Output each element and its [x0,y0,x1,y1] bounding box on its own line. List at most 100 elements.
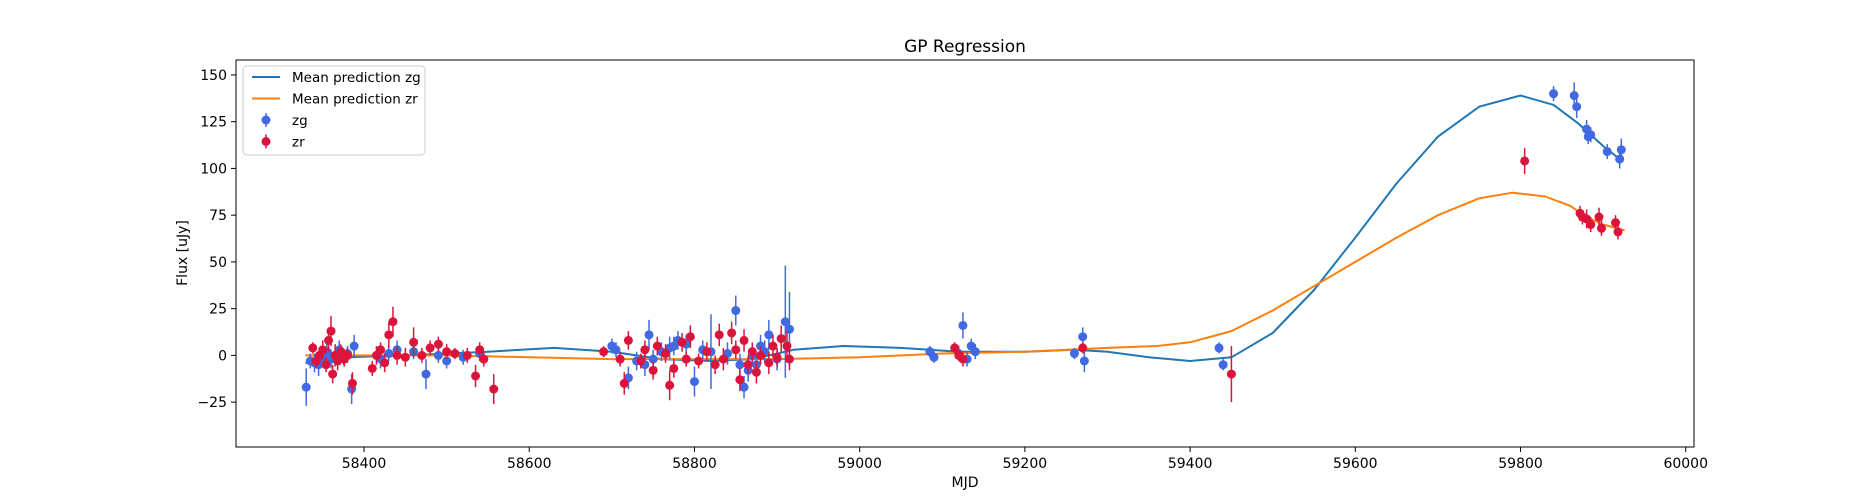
x-tick-label: 60000 [1663,456,1708,472]
data-marker [648,365,658,375]
data-point-zr [1520,147,1530,175]
data-point-zr [367,361,377,376]
data-marker [669,363,679,373]
data-point-zr [308,342,318,354]
data-point-zr [652,336,662,356]
series-line-mean-prediction-zr [305,191,1625,361]
x-tick-label: 58600 [507,456,552,472]
data-marker [421,369,431,379]
observation-points [301,82,1626,406]
data-marker [958,354,968,364]
data-marker [318,345,328,355]
data-marker [958,320,968,330]
x-tick-label: 59000 [837,456,882,472]
data-marker [308,343,318,353]
data-point-zg [1069,347,1079,360]
data-point-zr [328,364,338,384]
legend-label: Mean prediction zr [292,92,418,108]
data-point-zr [1226,346,1236,403]
data-point-zr [1078,342,1088,354]
data-marker [718,354,728,364]
data-marker [471,371,481,381]
data-point-zr [388,306,398,337]
legend-label: zr [292,135,305,151]
data-point-zr [776,325,786,352]
data-marker [433,350,443,360]
data-marker [388,317,398,327]
data-marker [384,349,394,359]
data-point-zr [747,342,757,361]
data-marker [479,354,489,364]
data-point-zr [702,342,712,361]
plot-area [235,59,1695,448]
data-marker [336,347,346,357]
data-marker [409,337,419,347]
data-marker [784,354,794,364]
data-marker [661,349,671,359]
data-point-zg [349,334,359,358]
data-marker [640,345,650,355]
data-point-zr [685,325,695,348]
data-point-zg [1616,138,1626,161]
data-point-zr [471,364,481,388]
data-marker [764,330,774,340]
x-axis: 58400 58600 58800 59000 59200 59400 59600 59800… [342,447,1708,472]
x-tick-label: 59600 [1333,456,1378,472]
data-marker [735,360,745,370]
data-marker [611,345,621,355]
data-point-zr [326,316,336,347]
chart-title: GP Regression [904,37,1026,57]
data-marker [689,377,699,387]
data-marker [1586,220,1596,230]
data-point-zr [768,334,778,358]
data-point-zr [623,331,633,350]
data-marker [615,354,625,364]
data-point-zg [689,366,699,397]
data-point-zr [619,372,629,395]
data-marker [1520,156,1530,166]
data-point-zr [739,329,749,352]
data-marker [328,369,338,379]
y-axis: −25 0 25 50 75 100 125 150 [197,68,236,411]
data-marker [623,335,633,345]
data-point-zg [301,368,311,406]
data-point-zr [743,355,753,375]
data-marker [1572,102,1582,112]
data-marker [326,326,336,336]
data-point-zr [409,327,419,358]
y-tick-label: 50 [209,255,227,271]
data-marker [384,330,394,340]
data-point-zr [714,323,724,347]
data-marker [731,345,741,355]
data-point-zr [694,353,704,369]
data-marker [751,367,761,377]
data-marker [681,354,691,364]
data-marker [1069,349,1079,359]
y-tick-label: 150 [200,68,227,84]
data-marker [417,350,427,360]
data-point-zr [731,340,741,360]
data-point-zr [318,340,328,360]
data-marker [347,378,357,388]
data-marker [665,380,675,390]
data-point-zr [784,347,794,371]
data-point-zr [950,342,960,354]
data-marker [349,341,359,351]
data-point-zr [462,347,472,363]
data-marker [376,345,386,355]
data-marker [1586,130,1596,140]
data-marker [425,343,435,353]
data-marker [739,335,749,345]
data-marker [694,356,704,366]
data-marker [776,334,786,344]
data-point-zr [384,321,394,348]
data-point-zr [1586,217,1596,232]
data-marker [380,358,390,368]
data-point-zg [384,346,394,361]
data-marker [644,330,654,340]
data-point-zr [475,342,485,358]
data-marker [1594,212,1604,222]
data-marker [392,350,402,360]
legend-marker-swatch [261,115,271,125]
data-point-zr [665,370,675,401]
